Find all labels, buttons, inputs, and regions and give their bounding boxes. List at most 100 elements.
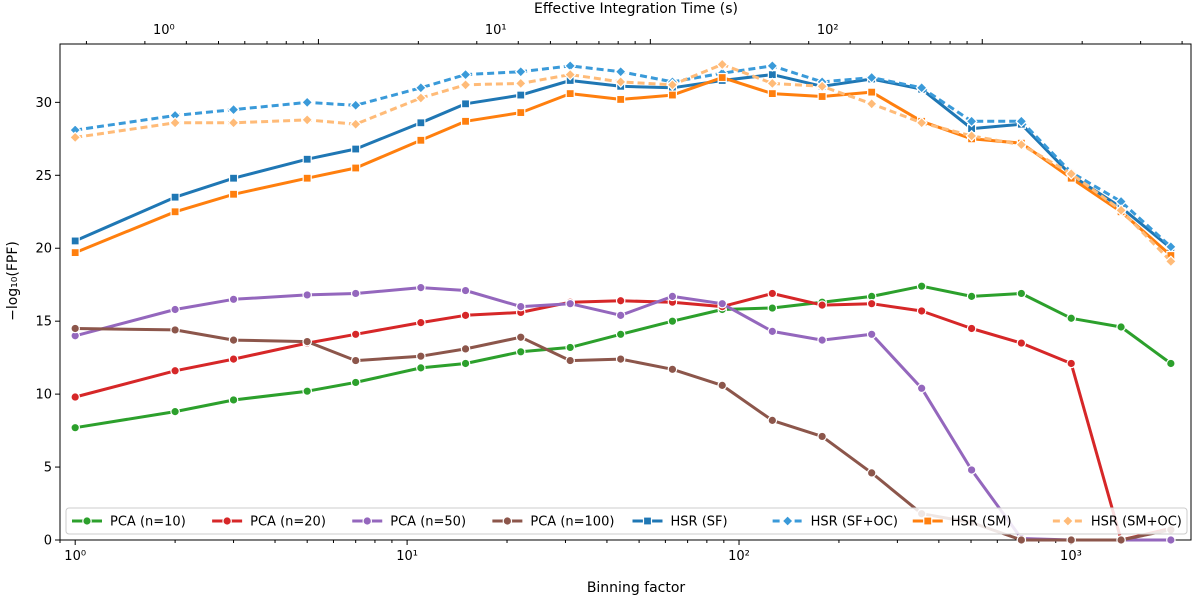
series-2-point: [350, 288, 361, 299]
series-3-point: [717, 380, 728, 391]
y-tick-label: 5: [44, 461, 52, 476]
series-2-point: [767, 326, 778, 337]
series-7-point: [716, 58, 729, 71]
series-3-point: [866, 468, 877, 478]
series-7-point: [459, 78, 472, 91]
series-3-point: [170, 325, 180, 335]
series-2-point: [170, 304, 180, 315]
series-2-point: [228, 294, 239, 305]
series-3-point: [1116, 535, 1126, 545]
series-3-point: [416, 351, 426, 361]
series-0-point: [667, 316, 678, 326]
series-0-point: [350, 377, 361, 388]
series-5-point: [965, 115, 978, 128]
y-tick-label: 25: [35, 169, 52, 184]
y-tick-label: 0: [44, 534, 52, 549]
series-3-point: [302, 336, 312, 347]
series-5-point: [865, 71, 878, 84]
series-3-point: [515, 332, 526, 343]
y-tick-label: 20: [35, 242, 52, 257]
series-5-point: [1015, 115, 1028, 128]
series-2-point: [866, 329, 877, 340]
series-3-point: [1066, 535, 1077, 545]
series-0-point: [767, 303, 778, 313]
series-7-point: [666, 78, 679, 91]
series-7-point: [414, 91, 427, 105]
plot-area: 0 5 10 15 20 25 30 10⁰ 10¹ 10² 10³ 10⁰ 10¹ 10² PCA (n=…: [35, 23, 1192, 564]
series-6-point: [228, 189, 239, 199]
x-axis-title: Binning factor: [587, 580, 686, 596]
series-7-point: [816, 80, 829, 93]
series-2-point: [817, 335, 827, 345]
series-6-point: [416, 135, 426, 145]
series-4-point: [460, 99, 471, 109]
series-5-point: [349, 99, 362, 112]
series-3-point: [460, 344, 471, 354]
series-7-point: [614, 75, 627, 88]
series-4-point: [416, 118, 426, 128]
series-2-point: [916, 383, 927, 394]
series-1-point: [460, 310, 471, 321]
series-7-point: [227, 116, 240, 129]
series-1-point: [916, 306, 927, 316]
y-tick-label: 10: [35, 388, 52, 403]
series-2-point: [1166, 535, 1176, 545]
series-7-point: [169, 116, 182, 129]
y-tick-label: 30: [35, 96, 52, 111]
series-1-point: [228, 354, 239, 364]
series-1-point: [1016, 338, 1027, 348]
y-axis-title: −log₁₀(FPF): [5, 241, 21, 321]
series-0-point: [170, 406, 180, 417]
legend-label-6: HSR (SM): [951, 515, 1012, 530]
series-3-point: [70, 323, 80, 334]
y-tick-label: 15: [35, 315, 52, 330]
series-1-point: [817, 300, 827, 310]
series-3-point: [767, 415, 778, 426]
series-6-point: [867, 87, 877, 97]
top-tick-label: 10¹: [485, 23, 507, 38]
series-7-point: [564, 68, 577, 81]
series-6-point: [460, 116, 471, 126]
x-tick-label: 10²: [728, 549, 750, 564]
series-5-point: [227, 103, 240, 116]
series-4-point: [170, 192, 180, 202]
legend-marker-5: [781, 514, 794, 528]
series-0-point: [70, 422, 80, 433]
series-2-point: [667, 291, 678, 302]
series-7-point: [965, 129, 978, 142]
series-7-point: [1164, 255, 1177, 268]
series-0-point: [615, 329, 626, 340]
legend-marker-2: [362, 516, 373, 526]
series-2-point: [966, 465, 977, 475]
plot-frame: [59, 43, 1192, 541]
series-2-point: [717, 298, 728, 309]
series-1-point: [767, 288, 778, 299]
series-4-point: [351, 144, 361, 154]
x-tick-label: 10⁰: [64, 549, 86, 564]
legend-label-1: PCA (n=20): [250, 515, 326, 530]
series-5-point: [766, 59, 779, 72]
series-4-point: [516, 90, 526, 100]
series-7-point: [349, 118, 362, 131]
series-1-point: [866, 298, 877, 309]
series-0-point: [416, 363, 426, 373]
legend-marker-0: [82, 516, 92, 526]
series-7-point: [301, 113, 314, 126]
legend-marker-4: [642, 516, 653, 526]
legend-label-4: HSR (SF): [671, 515, 728, 530]
series-0-point: [966, 291, 977, 302]
series-0-point: [460, 358, 471, 369]
series-6-point: [516, 107, 526, 118]
legend-marker-7: [1061, 514, 1074, 528]
series-1-point: [350, 329, 361, 340]
series-6-point: [767, 88, 777, 99]
series-6-point: [302, 173, 312, 183]
x-tick-label: 10¹: [396, 549, 418, 564]
top-tick-label: 10²: [817, 23, 839, 38]
series-1-point: [70, 392, 80, 402]
series-3-point: [228, 335, 239, 345]
series-2-point: [302, 290, 312, 300]
series-2-point: [615, 310, 626, 321]
legend-label-3: PCA (n=100): [530, 515, 614, 530]
